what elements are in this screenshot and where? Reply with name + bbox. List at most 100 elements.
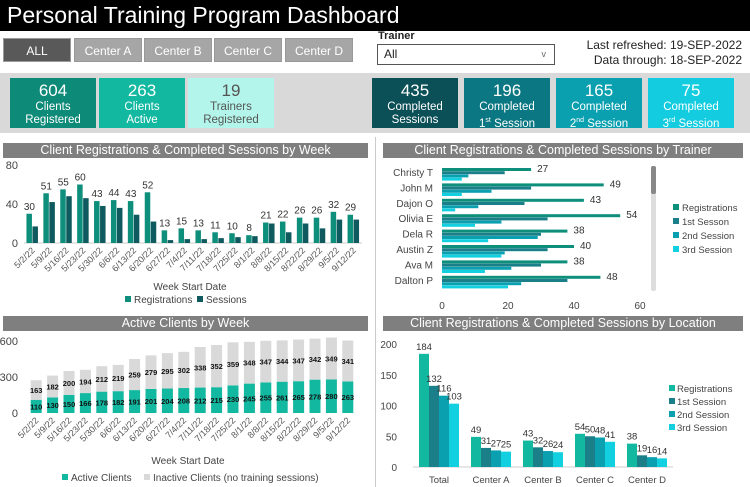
data-label: 22: [277, 210, 289, 221]
bar-2nd-session: [442, 189, 492, 193]
kpi-label: Registered: [203, 114, 259, 126]
data-label: 48: [595, 425, 606, 436]
kpi-card: 75 Completed 3rd Session: [648, 78, 734, 130]
bar-1st-sesson: [442, 186, 532, 190]
bar-segment: [293, 339, 305, 382]
bar-registrations: [127, 201, 134, 243]
bar-registrations: [229, 233, 235, 243]
bar-segment: [325, 337, 337, 380]
data-label: 26: [294, 206, 306, 217]
bar-segment: [227, 385, 239, 413]
bar-registrations: [330, 211, 337, 243]
bar-3rd-session: [442, 223, 475, 227]
kpi-label: Sessions: [391, 114, 439, 126]
data-label: 60: [75, 173, 87, 184]
data-label: 342: [309, 355, 322, 364]
data-label: 348: [243, 359, 256, 368]
bar-segment: [129, 390, 141, 413]
data-label: 26: [543, 439, 554, 450]
bar-segment: [243, 341, 255, 384]
data-label: 8: [246, 223, 252, 234]
chevron-down-icon: v: [541, 49, 547, 59]
kpi-card: 196 Completed 1st Session: [464, 78, 550, 130]
legend-swatch: [669, 424, 675, 430]
x-tick-label: 20: [502, 301, 514, 312]
bar-registrations: [347, 214, 354, 243]
y-tick-label: 0: [12, 238, 18, 250]
data-label: 347: [260, 358, 273, 367]
bar-registrations: [442, 183, 604, 187]
kpi-value: 19: [221, 81, 241, 100]
bar-segment: [161, 353, 173, 389]
bar-2nd-session: [442, 174, 469, 178]
filter-center-c-button[interactable]: Center C: [214, 38, 282, 62]
bar-registrations: [60, 189, 66, 243]
bar-1st-sesson: [442, 217, 548, 221]
data-label: 32: [533, 435, 544, 446]
data-label: 132: [426, 374, 442, 385]
bar-registrations: [523, 440, 533, 467]
data-label: 43: [91, 189, 103, 200]
bar-1st-sesson: [442, 263, 541, 267]
filter-center-b-button[interactable]: Center B: [144, 38, 212, 62]
bar-registrations: [442, 198, 584, 202]
data-label: 16: [647, 445, 658, 456]
y-tick-label: 100: [380, 402, 397, 413]
bar-segment: [260, 382, 272, 413]
data-label: 194: [79, 377, 92, 386]
bar-segment: [79, 369, 91, 394]
legend-label: 1st Sesson: [682, 217, 729, 228]
data-label: 255: [260, 394, 273, 403]
filter-all-button[interactable]: ALL: [3, 38, 71, 62]
data-label: 38: [573, 226, 585, 237]
bar-segment: [63, 371, 75, 395]
bar-2nd-session: [442, 282, 522, 286]
bar-registrations: [442, 245, 574, 248]
data-label: 230: [227, 395, 240, 404]
data-label: 24: [553, 440, 564, 451]
legend-swatch: [673, 232, 679, 238]
data-label: 279: [145, 368, 158, 377]
y-tick-label: 600: [0, 336, 18, 348]
scrollbar-thumb[interactable]: [651, 166, 656, 194]
data-label: 130: [46, 401, 59, 410]
data-label: 14: [657, 446, 668, 457]
bar-registrations: [263, 222, 269, 243]
filter-center-d-button[interactable]: Center D: [285, 38, 353, 62]
bar-registrations: [419, 353, 429, 467]
kpi-value: 196: [492, 81, 522, 100]
data-label: 19: [637, 443, 648, 454]
bar-sessions: [201, 239, 207, 243]
data-label: 182: [46, 382, 59, 391]
bar-segment: [178, 388, 190, 413]
bar-segment: [145, 355, 157, 389]
x-axis-title: Week Start Date: [153, 282, 227, 293]
legend-label: Registrations: [134, 295, 192, 306]
active-clients-chart: 03006001101635/2/221301825/9/221502005/1…: [0, 336, 354, 484]
data-label: 278: [309, 392, 322, 401]
filter-center-a-button[interactable]: Center A: [74, 38, 142, 62]
legend-label: 3rd Session: [682, 245, 732, 256]
y-tick-label: 150: [380, 371, 397, 382]
data-label: 184: [416, 342, 432, 353]
legend-label: 2nd Session: [682, 231, 734, 242]
data-label: 52: [142, 180, 154, 191]
data-label: 212: [194, 396, 207, 405]
trainer-dropdown[interactable]: All v: [377, 44, 555, 65]
kpi-label: Completed: [663, 101, 719, 113]
bar-1st-session: [585, 436, 595, 467]
x-tick-label: Center D: [628, 475, 666, 486]
bar-3rd-session: [442, 193, 462, 196]
bar-1st-sesson: [442, 171, 505, 175]
x-tick-label: Center C: [576, 475, 614, 486]
data-label: 178: [96, 398, 109, 407]
bar-segment: [342, 340, 354, 382]
bar-3rd-session: [442, 177, 462, 181]
bar-1st-session: [429, 385, 439, 467]
bar-sessions: [49, 202, 55, 243]
legend-swatch: [669, 411, 675, 417]
bar-registrations: [110, 200, 117, 243]
kpi-value: 435: [400, 81, 430, 100]
bar-sessions: [285, 232, 292, 243]
data-label: 50: [585, 424, 596, 435]
